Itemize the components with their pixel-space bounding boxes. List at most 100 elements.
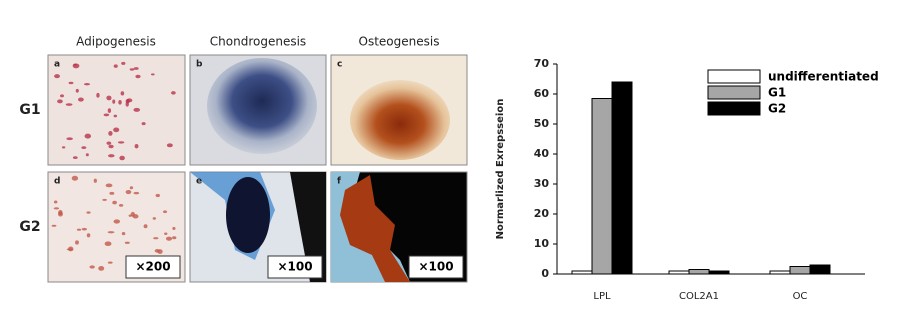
- cell: [155, 193, 160, 198]
- cell: [71, 175, 79, 181]
- x-tick-label: OC: [793, 291, 808, 302]
- panel-letter: c: [337, 60, 342, 70]
- bar: [688, 269, 710, 275]
- cell: [141, 122, 146, 126]
- y-axis-label: Normarlized Exrepsseion: [495, 99, 506, 240]
- cell: [121, 231, 126, 236]
- cell: [152, 217, 157, 220]
- cell: [103, 113, 110, 117]
- cell: [107, 108, 112, 113]
- cell: [108, 154, 115, 158]
- cell: [104, 241, 112, 247]
- cell: [85, 153, 89, 157]
- panel-letter: b: [196, 60, 203, 70]
- cell: [143, 224, 148, 229]
- cell: [84, 133, 92, 139]
- cell: [106, 141, 112, 145]
- cell: [125, 101, 129, 107]
- cell: [171, 91, 176, 95]
- cell: [81, 146, 87, 149]
- magnification-box: [267, 255, 323, 279]
- cell: [76, 228, 82, 231]
- y-tick-label: 0: [541, 267, 549, 280]
- cell: [68, 81, 74, 85]
- column-header: Chondrogenesis: [210, 35, 306, 49]
- micrograph: [47, 54, 186, 166]
- row-label: G2: [19, 219, 40, 235]
- cell: [84, 82, 90, 86]
- cell: [75, 240, 79, 245]
- cell: [124, 241, 130, 244]
- magnification-label: ×200: [135, 260, 170, 274]
- cell: [172, 236, 177, 240]
- cell: [53, 207, 60, 210]
- cell: [86, 211, 91, 214]
- cell: [164, 232, 168, 235]
- column-header: Osteogenesis: [359, 35, 440, 49]
- micrograph-detail: [207, 58, 317, 154]
- magnification-label: ×100: [277, 260, 312, 274]
- panel-letter: e: [196, 177, 202, 187]
- cell: [54, 74, 60, 79]
- bar: [769, 270, 791, 275]
- cell: [109, 191, 115, 195]
- cell: [166, 143, 173, 148]
- cell: [134, 143, 139, 149]
- magnification-label: ×100: [418, 260, 453, 274]
- y-tick-label: 60: [534, 87, 550, 100]
- cell: [119, 155, 125, 161]
- panel-letter: d: [54, 177, 60, 187]
- cell: [113, 114, 118, 118]
- cell: [112, 99, 116, 104]
- magnification-box: [125, 255, 181, 279]
- row-label: G1: [19, 102, 40, 118]
- cell: [105, 183, 113, 188]
- panel-letter: f: [337, 177, 341, 187]
- cell: [66, 137, 73, 141]
- y-tick-label: 20: [534, 207, 550, 220]
- cell: [106, 95, 112, 101]
- cell: [108, 131, 113, 136]
- cell: [107, 261, 113, 264]
- cell: [98, 266, 105, 271]
- cell: [61, 146, 66, 149]
- cell: [89, 265, 95, 269]
- cell: [51, 224, 57, 227]
- cell: [72, 156, 78, 159]
- cell: [108, 144, 114, 149]
- legend-label: undifferentiated: [768, 70, 879, 84]
- cell: [165, 236, 173, 241]
- cell: [150, 73, 155, 76]
- bar: [571, 270, 593, 275]
- cell: [120, 91, 125, 96]
- cell: [130, 211, 135, 217]
- legend-label: G2: [768, 102, 786, 116]
- y-tick-label: 10: [534, 237, 550, 250]
- legend-label: G1: [768, 86, 786, 100]
- micrograph-detail: [290, 172, 326, 282]
- y-tick-label: 40: [534, 147, 550, 160]
- cell: [78, 97, 84, 102]
- cell: [65, 103, 73, 106]
- cell: [113, 219, 121, 224]
- cell: [107, 231, 115, 234]
- bar: [789, 266, 811, 275]
- cell: [73, 63, 77, 66]
- y-tick-label: 50: [534, 117, 550, 130]
- cell: [129, 68, 135, 71]
- cell: [133, 107, 141, 112]
- cell: [53, 200, 58, 204]
- legend-swatch: [707, 101, 761, 116]
- cell: [113, 64, 118, 68]
- cell: [153, 237, 159, 240]
- bar: [708, 270, 730, 275]
- cell: [57, 99, 63, 104]
- cell: [126, 98, 133, 103]
- cell: [68, 246, 74, 252]
- y-tick-label: 30: [534, 177, 550, 190]
- cell: [135, 74, 141, 79]
- cell: [86, 233, 91, 238]
- bar: [611, 81, 633, 275]
- cell: [163, 210, 168, 214]
